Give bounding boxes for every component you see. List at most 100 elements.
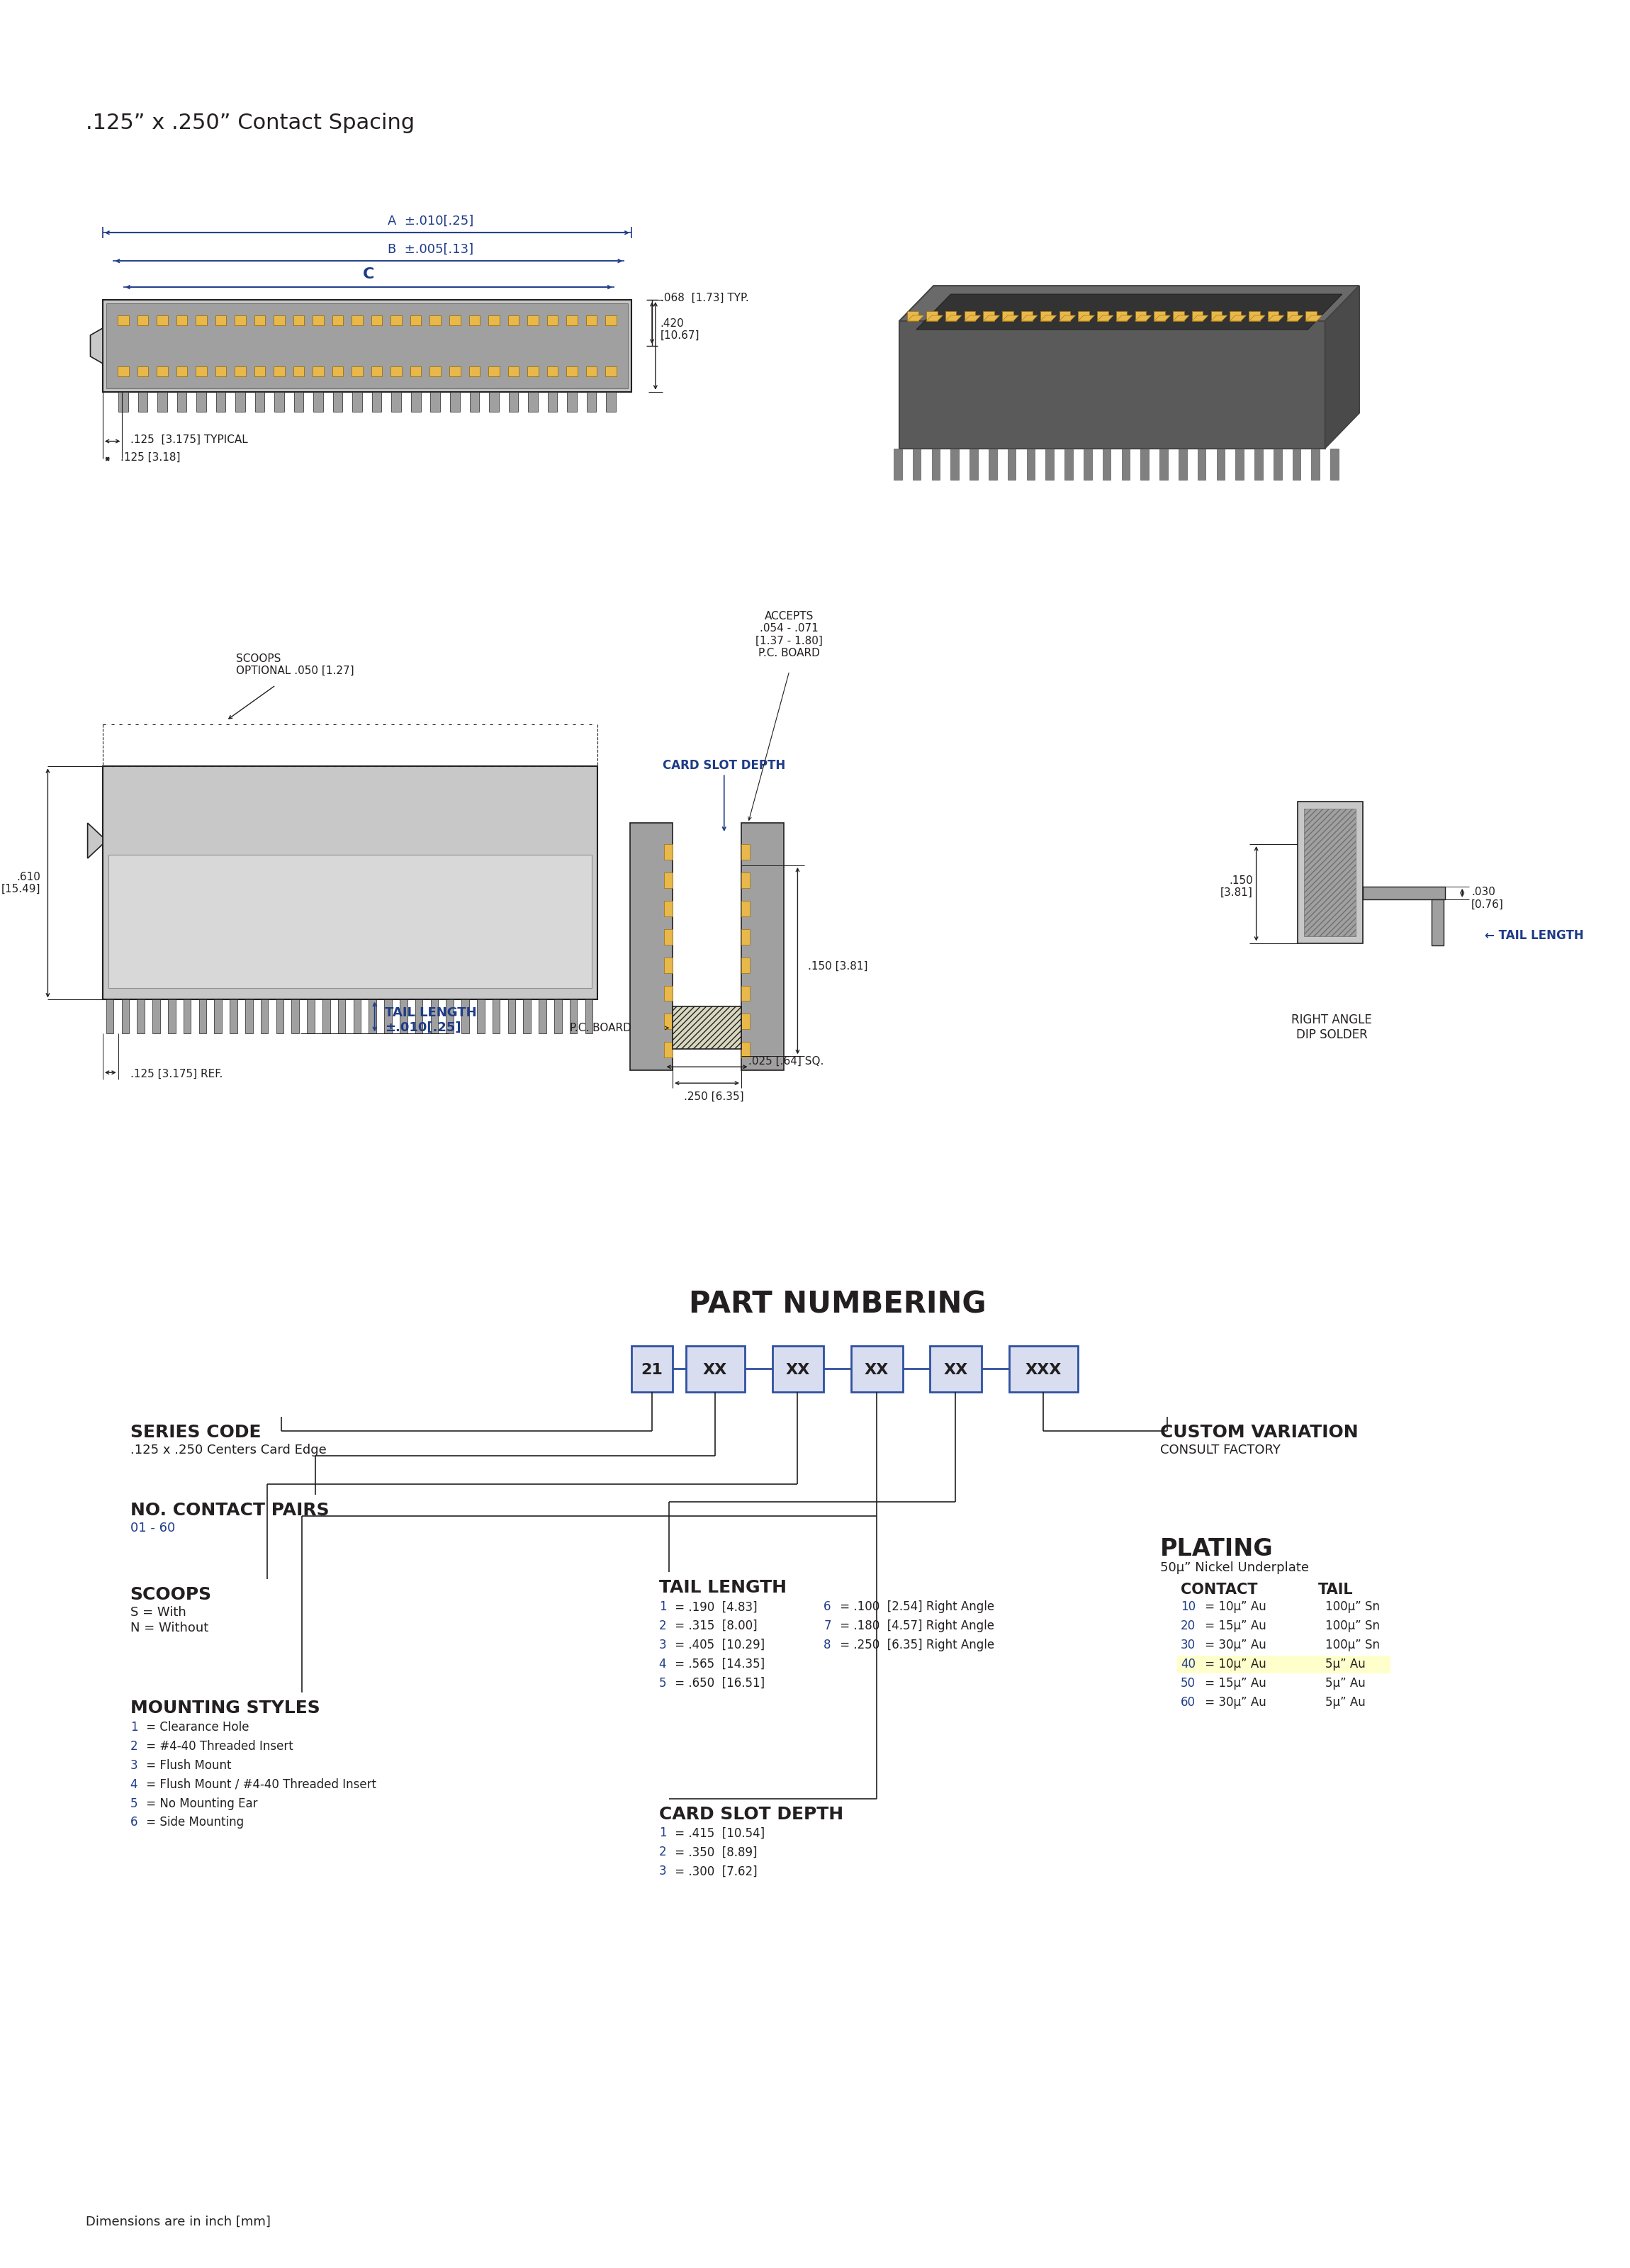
- Text: = Flush Mount: = Flush Mount: [142, 1760, 231, 1771]
- Polygon shape: [916, 295, 1341, 329]
- Text: MOUNTING STYLES: MOUNTING STYLES: [130, 1699, 319, 1717]
- Bar: [540, 1000, 546, 1034]
- Bar: [117, 367, 129, 376]
- Bar: [509, 367, 518, 376]
- Bar: [1231, 311, 1240, 322]
- Bar: [665, 987, 673, 1000]
- Bar: [965, 311, 975, 322]
- Bar: [469, 392, 479, 411]
- Text: .068  [1.73] TYP.: .068 [1.73] TYP.: [660, 293, 748, 304]
- Bar: [546, 367, 557, 376]
- Bar: [1064, 449, 1073, 481]
- Bar: [926, 311, 937, 322]
- Bar: [509, 315, 518, 324]
- FancyBboxPatch shape: [773, 1347, 823, 1393]
- Bar: [103, 299, 631, 392]
- Text: 100μ” Sn: 100μ” Sn: [1325, 1619, 1379, 1633]
- Text: 5μ” Au: 5μ” Au: [1325, 1676, 1366, 1690]
- Bar: [122, 1000, 129, 1034]
- FancyBboxPatch shape: [686, 1347, 745, 1393]
- Bar: [631, 823, 673, 1070]
- Polygon shape: [1249, 315, 1265, 322]
- Bar: [1249, 311, 1260, 322]
- Bar: [742, 823, 784, 1070]
- Bar: [1045, 449, 1055, 481]
- Text: 6: 6: [823, 1601, 831, 1613]
- Text: = .350  [8.89]: = .350 [8.89]: [672, 1846, 758, 1857]
- Bar: [1002, 311, 1014, 322]
- Bar: [306, 1000, 315, 1034]
- Text: .125 [3.175] REF.: .125 [3.175] REF.: [130, 1068, 223, 1080]
- Bar: [139, 392, 148, 411]
- Bar: [569, 1000, 577, 1034]
- Text: 6: 6: [130, 1817, 137, 1828]
- Bar: [665, 957, 673, 973]
- Bar: [261, 1000, 269, 1034]
- Bar: [214, 1000, 222, 1034]
- Bar: [430, 1000, 438, 1034]
- Bar: [399, 1000, 408, 1034]
- Bar: [1022, 311, 1032, 322]
- Bar: [908, 311, 918, 322]
- Bar: [528, 392, 538, 411]
- Text: CARD SLOT DEPTH: CARD SLOT DEPTH: [659, 1805, 843, 1823]
- Bar: [293, 315, 305, 324]
- Polygon shape: [1306, 315, 1322, 322]
- Text: XX: XX: [703, 1363, 727, 1377]
- Text: XX: XX: [786, 1363, 810, 1377]
- Bar: [1431, 900, 1444, 946]
- Bar: [742, 987, 750, 1000]
- Text: 3: 3: [659, 1640, 667, 1651]
- Bar: [372, 392, 381, 411]
- Bar: [372, 315, 383, 324]
- Bar: [478, 1000, 484, 1034]
- Bar: [176, 367, 187, 376]
- Text: = .405  [10.29]: = .405 [10.29]: [672, 1640, 764, 1651]
- Bar: [430, 367, 440, 376]
- Bar: [509, 392, 518, 411]
- Bar: [1060, 311, 1071, 322]
- Bar: [352, 392, 362, 411]
- Bar: [1286, 311, 1297, 322]
- Bar: [950, 449, 958, 481]
- Bar: [742, 930, 750, 943]
- Bar: [333, 315, 344, 324]
- Text: .025 [.64] SQ.: .025 [.64] SQ.: [748, 1057, 823, 1066]
- Polygon shape: [945, 315, 962, 322]
- Text: .150
[3.81]: .150 [3.81]: [1221, 875, 1253, 898]
- Bar: [665, 900, 673, 916]
- Text: 4: 4: [659, 1658, 667, 1672]
- Bar: [235, 367, 246, 376]
- Bar: [416, 1000, 422, 1034]
- Bar: [372, 367, 383, 376]
- Bar: [137, 315, 148, 324]
- Bar: [450, 315, 460, 324]
- Bar: [1077, 311, 1089, 322]
- Text: 1: 1: [659, 1601, 667, 1613]
- Bar: [1255, 449, 1263, 481]
- Text: Dimensions are in inch [mm]: Dimensions are in inch [mm]: [85, 2216, 271, 2229]
- Text: N = Without: N = Without: [130, 1622, 209, 1635]
- Bar: [665, 844, 673, 860]
- Text: 4: 4: [130, 1778, 137, 1792]
- Bar: [1007, 449, 1015, 481]
- Text: 2: 2: [130, 1740, 137, 1753]
- Polygon shape: [926, 315, 942, 322]
- Bar: [1198, 449, 1206, 481]
- Text: 100μ” Sn: 100μ” Sn: [1325, 1640, 1379, 1651]
- Bar: [665, 1041, 673, 1057]
- Bar: [106, 1000, 114, 1034]
- Text: 50: 50: [1180, 1676, 1196, 1690]
- Text: = Flush Mount / #4-40 Threaded Insert: = Flush Mount / #4-40 Threaded Insert: [142, 1778, 377, 1792]
- Text: 7: 7: [823, 1619, 831, 1633]
- Text: = Side Mounting: = Side Mounting: [142, 1817, 244, 1828]
- Polygon shape: [1077, 315, 1095, 322]
- Bar: [1134, 311, 1146, 322]
- Bar: [430, 315, 440, 324]
- Text: 21: 21: [641, 1363, 663, 1377]
- Bar: [450, 367, 460, 376]
- Bar: [945, 311, 957, 322]
- Bar: [567, 392, 577, 411]
- Bar: [274, 392, 284, 411]
- Bar: [1304, 810, 1356, 937]
